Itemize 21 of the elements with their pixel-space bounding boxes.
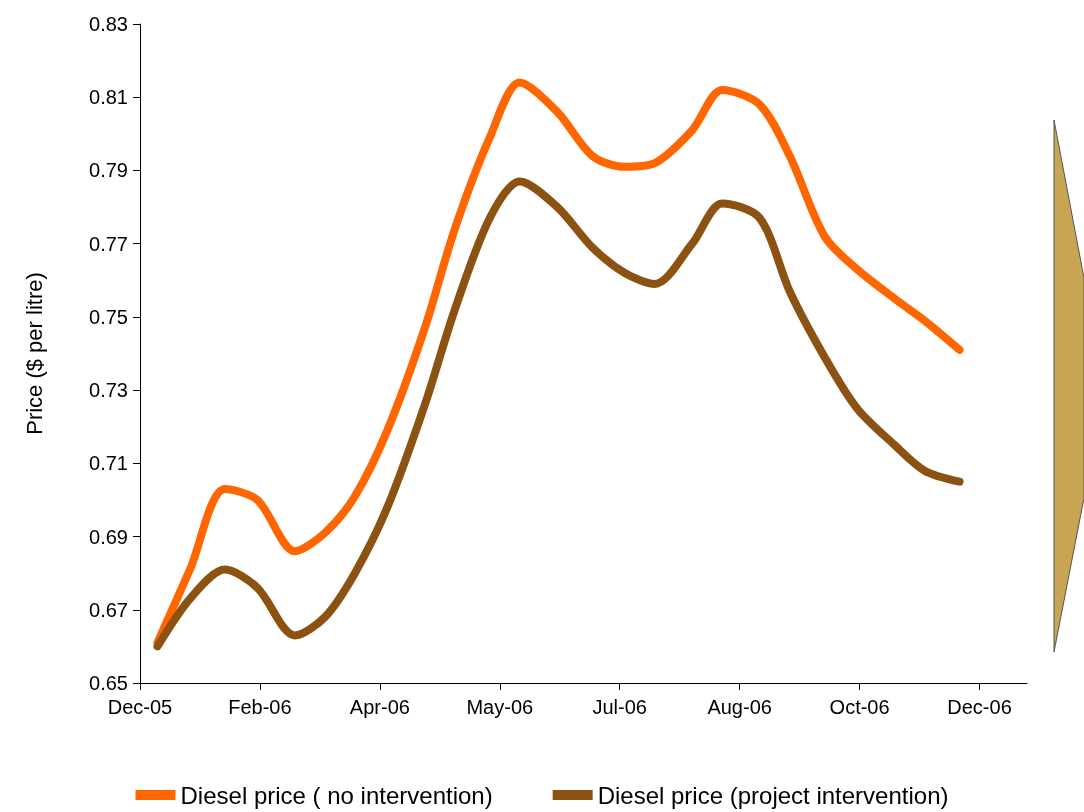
- y-tick-label: 0.83: [89, 13, 128, 35]
- legend-label: Diesel price ( no intervention): [180, 781, 493, 809]
- x-tick-label: May-06: [466, 696, 534, 718]
- x-tick-label: Dec-05: [107, 696, 173, 718]
- y-tick-label: 0.73: [89, 379, 128, 402]
- x-tick-label: Aug-06: [707, 696, 772, 718]
- y-axis-title: Price ($ per litre): [21, 272, 47, 435]
- y-tick-label: 0.79: [89, 159, 128, 182]
- legend-label: Diesel price (project intervention): [597, 781, 949, 809]
- y-tick-label: 0.67: [89, 598, 128, 621]
- y-tick-label: 0.71: [89, 452, 128, 475]
- y-tick-label: 0.75: [89, 305, 128, 328]
- x-tick-label: Oct-06: [829, 696, 890, 718]
- y-tick-label: 0.65: [89, 672, 128, 694]
- y-tick-label: 0.81: [89, 86, 128, 109]
- x-tick-label: Feb-06: [228, 696, 292, 718]
- x-tick-label: Apr-06: [349, 696, 410, 718]
- y-tick-label: 0.77: [89, 232, 128, 255]
- y-tick-label: 0.69: [89, 525, 128, 548]
- x-tick-label: Dec-06: [947, 696, 1012, 718]
- x-tick-label: Jul-06: [592, 696, 647, 718]
